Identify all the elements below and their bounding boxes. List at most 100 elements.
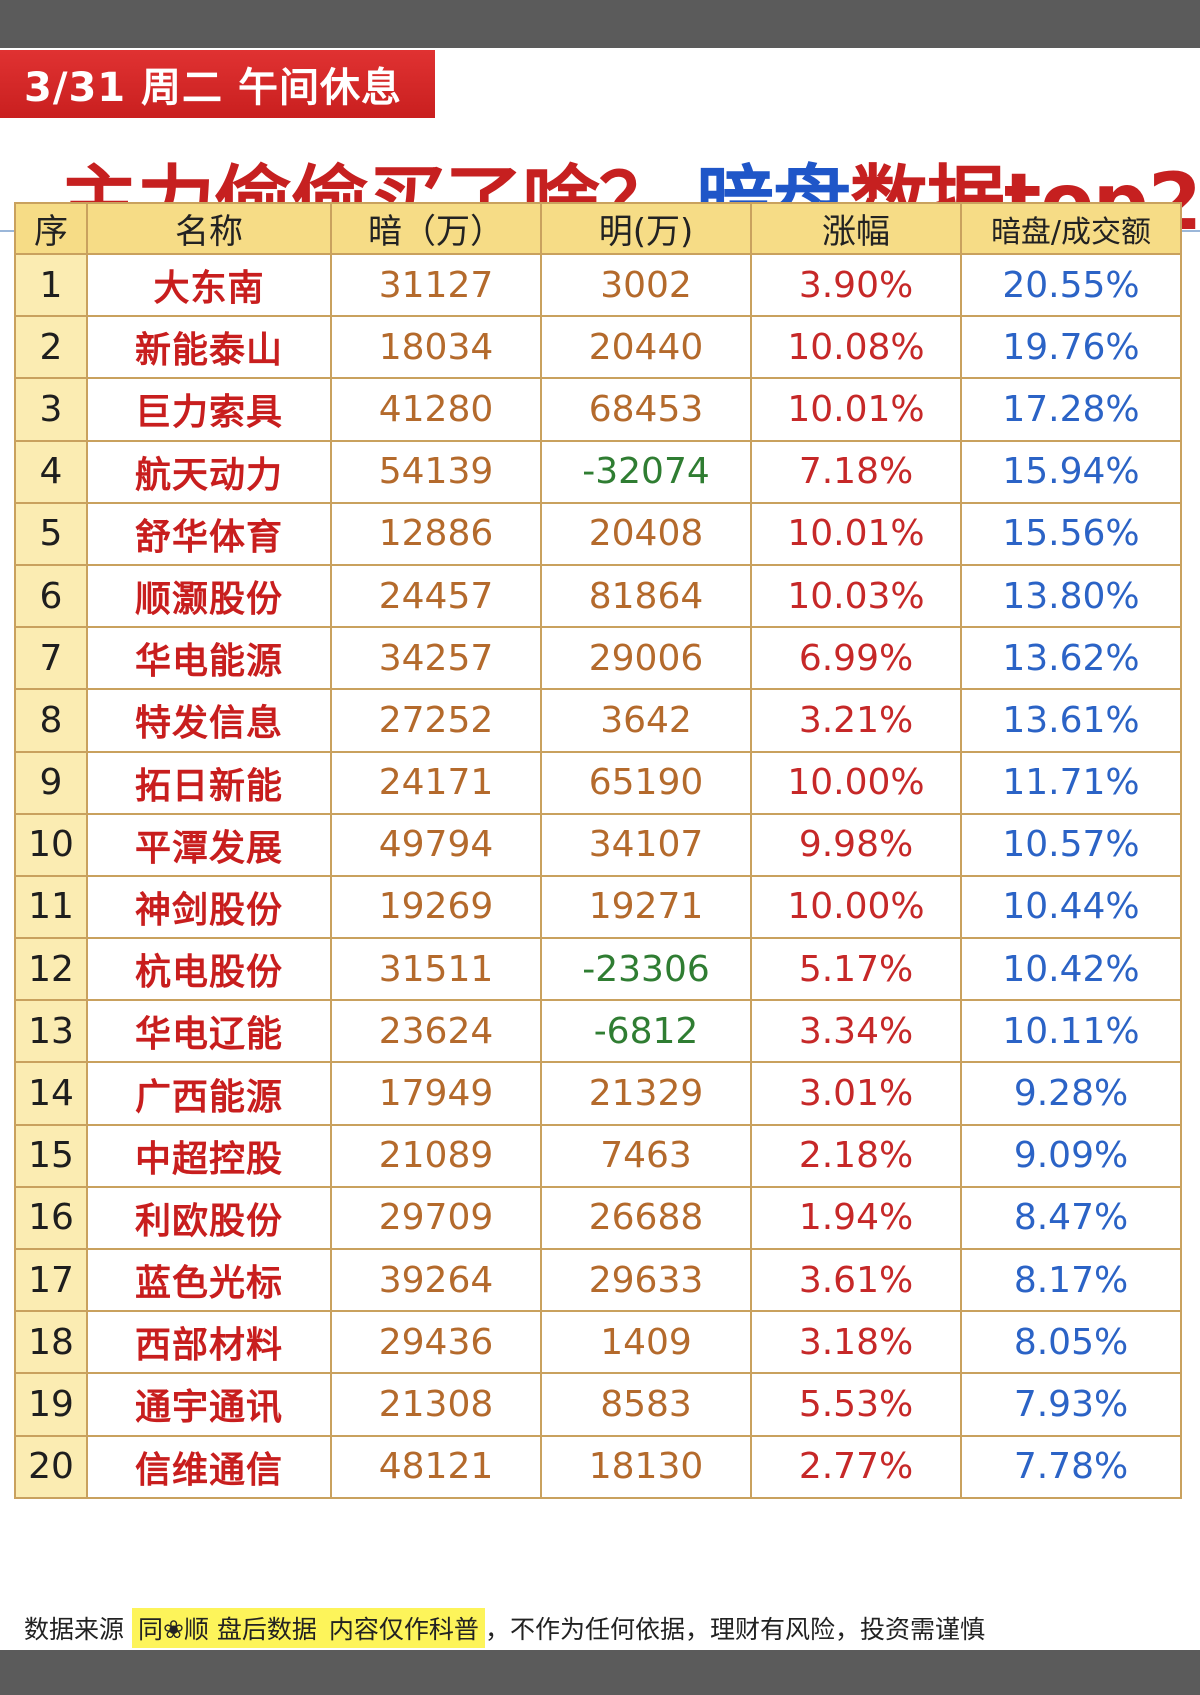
footer-highlight-source: 同❀顺 盘后数据 [132, 1608, 323, 1648]
table-body: 1 大东南 31127 3002 3.90% 20.55% 2 新能泰山 18034 20440 1… [14, 252, 1182, 1499]
table-header-row: 序 名称 暗（万） 明(万) 涨幅 暗盘/成交额 [14, 202, 1182, 255]
footer-highlight-disclaimer: 内容仅作科普 [322, 1608, 485, 1648]
row-lit-value: 19271 [540, 874, 752, 940]
row-lit-value: 68453 [540, 377, 752, 442]
row-index: 4 [14, 439, 88, 504]
row-index: 11 [14, 874, 88, 940]
row-dark-value: 39264 [330, 1247, 542, 1313]
row-change: 10.01% [750, 501, 962, 566]
row-stock-name: 中超控股 [86, 1123, 332, 1188]
row-lit-value: -23306 [540, 937, 752, 1002]
table-row: 13 华电辽能 23624 -6812 3.34% 10.11% [14, 999, 1182, 1064]
row-lit-value: 21329 [540, 1061, 752, 1126]
row-change: 5.53% [750, 1372, 962, 1437]
row-lit-value: 81864 [540, 563, 752, 629]
row-change: 1.94% [750, 1185, 962, 1251]
row-dark-ratio: 15.56% [960, 501, 1182, 566]
row-lit-value: 34107 [540, 812, 752, 877]
row-lit-value: 65190 [540, 750, 752, 815]
row-index: 6 [14, 563, 88, 629]
row-lit-value: 29633 [540, 1247, 752, 1313]
row-lit-value: 20440 [540, 315, 752, 380]
row-dark-value: 17949 [330, 1061, 542, 1126]
table-row: 4 航天动力 54139 -32074 7.18% 15.94% [14, 439, 1182, 504]
table-row: 12 杭电股份 31511 -23306 5.17% 10.42% [14, 937, 1182, 1002]
row-change: 3.61% [750, 1247, 962, 1313]
row-lit-value: 1409 [540, 1310, 752, 1375]
row-lit-value: 3002 [540, 252, 752, 318]
row-dark-ratio: 15.94% [960, 439, 1182, 504]
row-dark-value: 18034 [330, 315, 542, 380]
col-header-ratio: 暗盘/成交额 [960, 202, 1182, 255]
table-row: 11 神剑股份 19269 19271 10.00% 10.44% [14, 874, 1182, 940]
table-row: 3 巨力索具 41280 68453 10.01% 17.28% [14, 377, 1182, 442]
row-dark-value: 27252 [330, 688, 542, 753]
table-row: 19 通宇通讯 21308 8583 5.53% 7.93% [14, 1372, 1182, 1437]
row-stock-name: 蓝色光标 [86, 1247, 332, 1313]
row-stock-name: 西部材料 [86, 1310, 332, 1375]
row-dark-ratio: 8.05% [960, 1310, 1182, 1375]
row-dark-value: 41280 [330, 377, 542, 442]
col-header-change: 涨幅 [750, 202, 962, 255]
row-dark-value: 49794 [330, 812, 542, 877]
row-index: 2 [14, 315, 88, 380]
table-row: 10 平潭发展 49794 34107 9.98% 10.57% [14, 812, 1182, 877]
table-row: 14 广西能源 17949 21329 3.01% 9.28% [14, 1061, 1182, 1126]
table-row: 20 信维通信 48121 18130 2.77% 7.78% [14, 1434, 1182, 1499]
row-change: 5.17% [750, 937, 962, 1002]
row-change: 3.34% [750, 999, 962, 1064]
table-row: 1 大东南 31127 3002 3.90% 20.55% [14, 252, 1182, 318]
row-stock-name: 华电能源 [86, 626, 332, 691]
row-change: 6.99% [750, 626, 962, 691]
row-change: 9.98% [750, 812, 962, 877]
row-change: 2.18% [750, 1123, 962, 1188]
row-change: 10.01% [750, 377, 962, 442]
date-tag: 3/31 周二 午间休息 [0, 50, 435, 118]
row-stock-name: 华电辽能 [86, 999, 332, 1064]
row-index: 9 [14, 750, 88, 815]
row-dark-value: 24171 [330, 750, 542, 815]
row-dark-ratio: 8.47% [960, 1185, 1182, 1251]
row-stock-name: 航天动力 [86, 439, 332, 504]
row-dark-ratio: 20.55% [960, 252, 1182, 318]
row-lit-value: 3642 [540, 688, 752, 753]
row-dark-value: 23624 [330, 999, 542, 1064]
row-index: 8 [14, 688, 88, 753]
row-stock-name: 信维通信 [86, 1434, 332, 1499]
row-stock-name: 通宇通讯 [86, 1372, 332, 1437]
row-stock-name: 平潭发展 [86, 812, 332, 877]
row-dark-value: 12886 [330, 501, 542, 566]
row-change: 10.00% [750, 874, 962, 940]
row-dark-value: 19269 [330, 874, 542, 940]
table-row: 18 西部材料 29436 1409 3.18% 8.05% [14, 1310, 1182, 1375]
row-dark-value: 48121 [330, 1434, 542, 1499]
row-change: 2.77% [750, 1434, 962, 1499]
row-stock-name: 大东南 [86, 252, 332, 318]
table-row: 5 舒华体育 12886 20408 10.01% 15.56% [14, 501, 1182, 566]
row-dark-value: 31511 [330, 937, 542, 1002]
row-dark-ratio: 13.80% [960, 563, 1182, 629]
table-row: 15 中超控股 21089 7463 2.18% 9.09% [14, 1123, 1182, 1188]
row-dark-ratio: 9.28% [960, 1061, 1182, 1126]
row-lit-value: -6812 [540, 999, 752, 1064]
row-stock-name: 广西能源 [86, 1061, 332, 1126]
row-stock-name: 巨力索具 [86, 377, 332, 442]
row-index: 3 [14, 377, 88, 442]
top-dark-band [0, 0, 1200, 48]
row-lit-value: 8583 [540, 1372, 752, 1437]
table-row: 8 特发信息 27252 3642 3.21% 13.61% [14, 688, 1182, 753]
row-dark-ratio: 13.61% [960, 688, 1182, 753]
row-stock-name: 新能泰山 [86, 315, 332, 380]
row-dark-ratio: 10.44% [960, 874, 1182, 940]
table-row: 2 新能泰山 18034 20440 10.08% 19.76% [14, 315, 1182, 380]
row-stock-name: 舒华体育 [86, 501, 332, 566]
row-index: 15 [14, 1123, 88, 1188]
row-dark-ratio: 10.57% [960, 812, 1182, 877]
row-index: 19 [14, 1372, 88, 1437]
row-index: 7 [14, 626, 88, 691]
row-stock-name: 杭电股份 [86, 937, 332, 1002]
row-dark-ratio: 11.71% [960, 750, 1182, 815]
row-stock-name: 顺灏股份 [86, 563, 332, 629]
row-dark-value: 21089 [330, 1123, 542, 1188]
col-header-name: 名称 [86, 202, 332, 255]
